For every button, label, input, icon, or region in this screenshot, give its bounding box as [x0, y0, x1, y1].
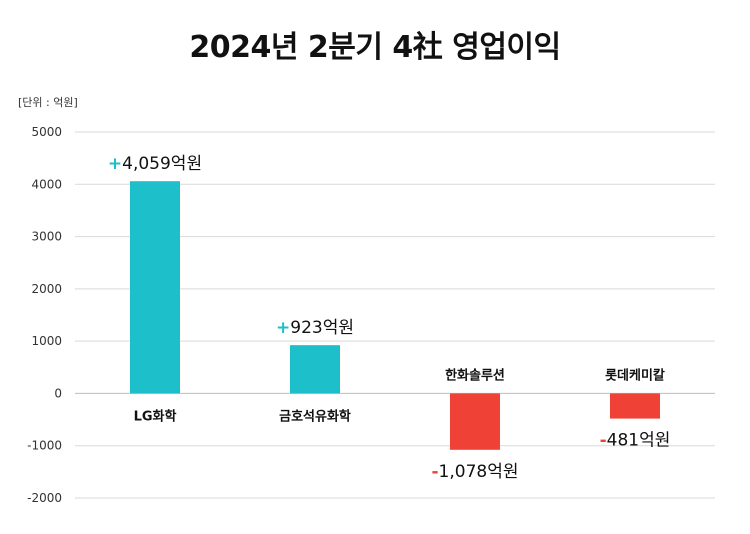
- y-tick-label: -2000: [27, 491, 62, 505]
- data-label-value: 4,059억원: [122, 154, 202, 174]
- category-label: LG화학: [134, 408, 177, 424]
- data-label: -1,078억원: [431, 462, 518, 482]
- data-label-sign: +: [276, 318, 290, 338]
- y-tick-label: 1000: [31, 334, 62, 348]
- bar: [130, 181, 180, 394]
- data-label-sign: -: [431, 462, 438, 482]
- y-tick-label: -1000: [27, 439, 62, 453]
- y-tick-label: 2000: [31, 282, 62, 296]
- bar: [290, 345, 340, 394]
- data-label: +923억원: [276, 318, 354, 338]
- bar: [610, 393, 660, 419]
- data-label: +4,059억원: [108, 154, 202, 174]
- y-tick-label: 4000: [31, 177, 62, 191]
- y-tick-label: 3000: [31, 230, 62, 244]
- data-label: -481억원: [600, 431, 671, 451]
- category-label: 한화솔루션: [445, 367, 505, 383]
- bar: [450, 393, 500, 450]
- data-label-value: 923억원: [290, 318, 354, 338]
- data-label-value: 1,078억원: [439, 462, 519, 482]
- category-label: 금호석유화학: [279, 408, 351, 424]
- y-tick-label: 0: [54, 386, 62, 400]
- y-tick-label: 5000: [31, 125, 62, 139]
- chart-title: 2024년 2분기 4社 영업이익: [189, 30, 561, 65]
- category-label: 롯데케미칼: [605, 367, 665, 383]
- data-label-value: 481억원: [607, 431, 671, 451]
- unit-label: [단위 : 억원]: [18, 96, 78, 109]
- data-label-sign: -: [600, 431, 607, 451]
- data-label-sign: +: [108, 154, 122, 174]
